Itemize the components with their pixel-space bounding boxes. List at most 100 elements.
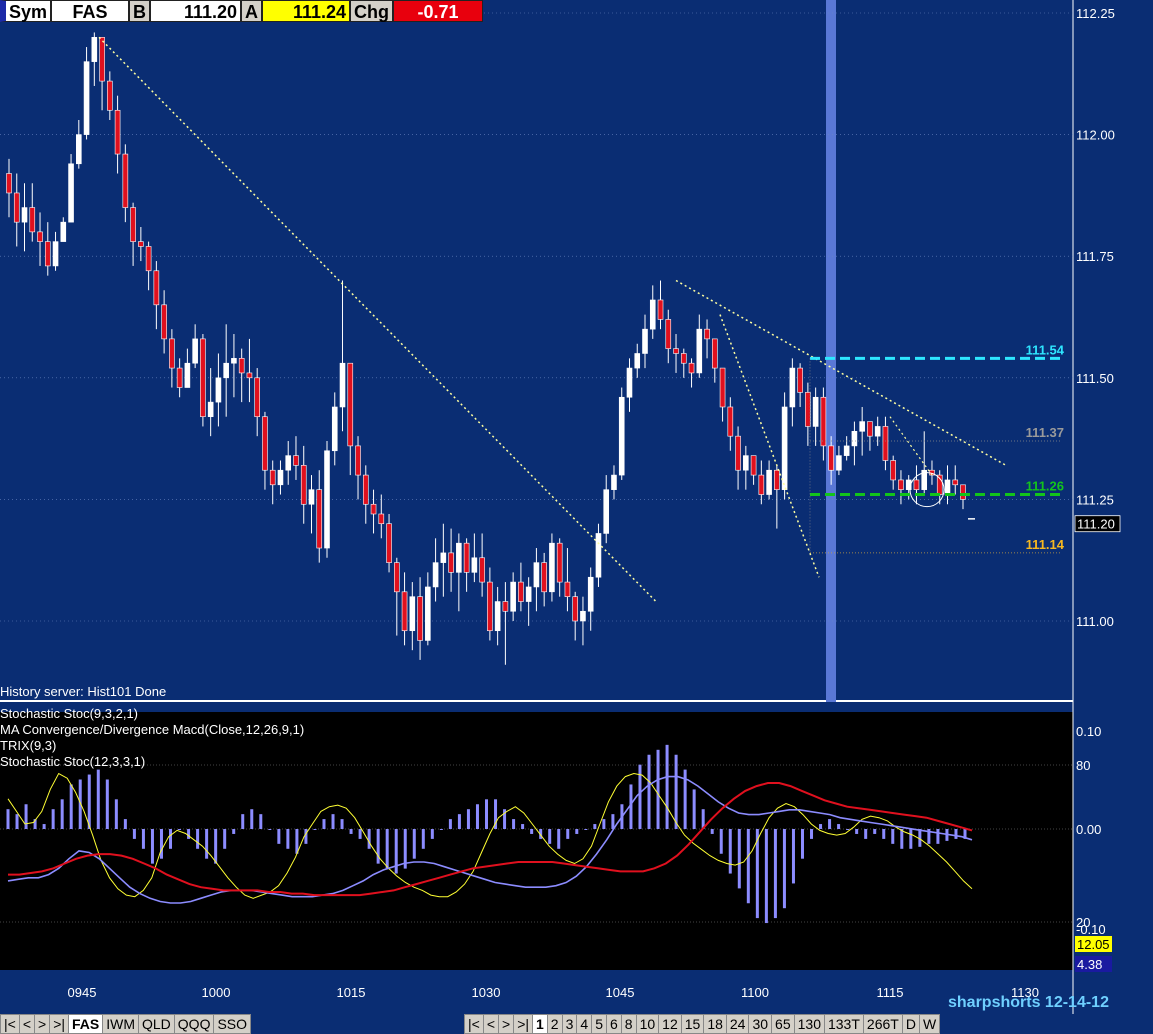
candle-body <box>487 581 493 632</box>
macd-histogram-bar <box>819 824 823 829</box>
candle-body <box>293 455 299 466</box>
ask-value: 111.24 <box>262 0 351 22</box>
macd-histogram-bar <box>196 829 200 849</box>
interval-tab-18[interactable]: 18 <box>703 1014 727 1034</box>
candle-body <box>83 61 90 135</box>
interval-tab-8[interactable]: 8 <box>620 1014 637 1034</box>
candle-body <box>719 367 726 408</box>
time-tick-label: 1045 <box>606 985 635 1000</box>
candle-body <box>867 421 873 437</box>
candle-body <box>184 362 191 388</box>
candle-body <box>169 338 175 369</box>
tab-sso[interactable]: SSO <box>213 1014 252 1034</box>
macd-histogram-bar <box>611 814 615 829</box>
interval-tab-10[interactable]: 10 <box>635 1014 660 1034</box>
macd-histogram-bar <box>385 829 389 869</box>
macd-histogram-bar <box>810 829 814 839</box>
candle-body <box>642 328 648 354</box>
macd-histogram-bar <box>557 829 561 849</box>
tab-iwm[interactable]: IWM <box>102 1014 139 1034</box>
macd-histogram-bar <box>918 829 922 847</box>
candle-body <box>572 596 578 622</box>
interval-scroll-last[interactable]: >| <box>513 1014 533 1034</box>
candle-body <box>355 445 361 476</box>
interval-tab-6[interactable]: 6 <box>605 1014 622 1034</box>
interval-tab-3[interactable]: 3 <box>561 1014 578 1034</box>
candle-body <box>378 513 385 525</box>
macd-histogram-bar <box>692 789 696 829</box>
macd-histogram-bar <box>909 829 913 849</box>
macd-histogram-bar <box>412 829 416 859</box>
time-axis-bg <box>0 970 1073 1014</box>
interval-tab-30[interactable]: 30 <box>748 1014 773 1034</box>
macd-histogram-bar <box>159 829 163 859</box>
macd-histogram-bar <box>42 824 46 829</box>
interval-tab-d[interactable]: D <box>901 1014 920 1034</box>
candle-body <box>153 270 160 306</box>
interval-tab-12[interactable]: 12 <box>658 1014 682 1034</box>
tab-fas[interactable]: FAS <box>68 1014 104 1034</box>
macd-histogram-bar <box>358 829 362 839</box>
candle-body <box>905 479 912 490</box>
macd-histogram-bar <box>548 829 552 844</box>
macd-histogram-bar <box>187 829 191 839</box>
interval-tab-15[interactable]: 15 <box>680 1014 705 1034</box>
interval-tab-24[interactable]: 24 <box>725 1014 750 1034</box>
interval-tab-65[interactable]: 65 <box>771 1014 795 1034</box>
macd-histogram-bar <box>927 829 931 844</box>
candle-body <box>913 479 920 490</box>
time-tick-label: 1015 <box>337 985 366 1000</box>
candle-body <box>60 221 67 242</box>
candle-body <box>138 241 144 247</box>
candle-body <box>898 479 904 490</box>
watermark: sharpshorts 12-14-12 <box>948 994 1109 1011</box>
tab-qld[interactable]: QLD <box>138 1014 175 1034</box>
macd-histogram-bar <box>846 829 850 830</box>
scroll-last-button[interactable]: >| <box>49 1014 69 1034</box>
price-level-label: 111.26 <box>1026 479 1064 494</box>
macd-histogram-bar <box>223 829 227 849</box>
candle-body <box>6 173 12 194</box>
candle-body <box>99 37 105 82</box>
candle-body <box>587 576 594 612</box>
scroll-next-button[interactable]: > <box>34 1014 51 1034</box>
macd-histogram-bar <box>403 829 407 869</box>
interval-scroll-first[interactable]: |< <box>464 1014 484 1034</box>
price-level-label: 111.14 <box>1026 537 1065 552</box>
candle-body <box>805 392 811 427</box>
interval-tab-130[interactable]: 130 <box>793 1014 825 1034</box>
candle-body <box>161 304 167 340</box>
scroll-first-button[interactable]: |< <box>0 1014 20 1034</box>
candle-body <box>285 455 292 471</box>
sym-value[interactable]: FAS <box>51 0 130 22</box>
candle-body <box>851 431 858 447</box>
tab-qqq[interactable]: QQQ <box>173 1014 215 1034</box>
interval-tab-1[interactable]: 1 <box>532 1014 548 1034</box>
scroll-prev-button[interactable]: < <box>18 1014 35 1034</box>
last-price-label: 111.20 <box>1077 517 1115 532</box>
indicator-tick-label: 0.10 <box>1076 724 1101 739</box>
candle-body <box>665 319 672 349</box>
interval-scroll-next[interactable]: > <box>498 1014 515 1034</box>
macd-histogram-bar <box>457 814 461 829</box>
interval-tab-266t[interactable]: 266T <box>862 1014 903 1034</box>
chg-label: Chg <box>350 0 394 22</box>
indicator-value-box <box>1075 936 1112 952</box>
candle-body <box>107 80 113 111</box>
interval-tab-4[interactable]: 4 <box>576 1014 593 1034</box>
macd-histogram-bar <box>494 799 498 829</box>
interval-tab-133t[interactable]: 133T <box>823 1014 864 1034</box>
interval-tab-2[interactable]: 2 <box>546 1014 563 1034</box>
interval-tab-w[interactable]: W <box>918 1014 941 1034</box>
trendline-2 <box>675 279 1007 467</box>
candle-body <box>944 479 951 495</box>
axis-bg <box>1073 0 1153 1014</box>
candle-body <box>533 562 540 588</box>
macd-histogram-bar <box>882 829 886 839</box>
price-tick-label: 112.00 <box>1076 128 1115 143</box>
candle-body <box>564 581 571 597</box>
macd-histogram-bar <box>51 809 55 829</box>
macd-histogram-bar <box>259 814 263 829</box>
interval-scroll-prev[interactable]: < <box>482 1014 499 1034</box>
interval-tab-5[interactable]: 5 <box>591 1014 607 1034</box>
